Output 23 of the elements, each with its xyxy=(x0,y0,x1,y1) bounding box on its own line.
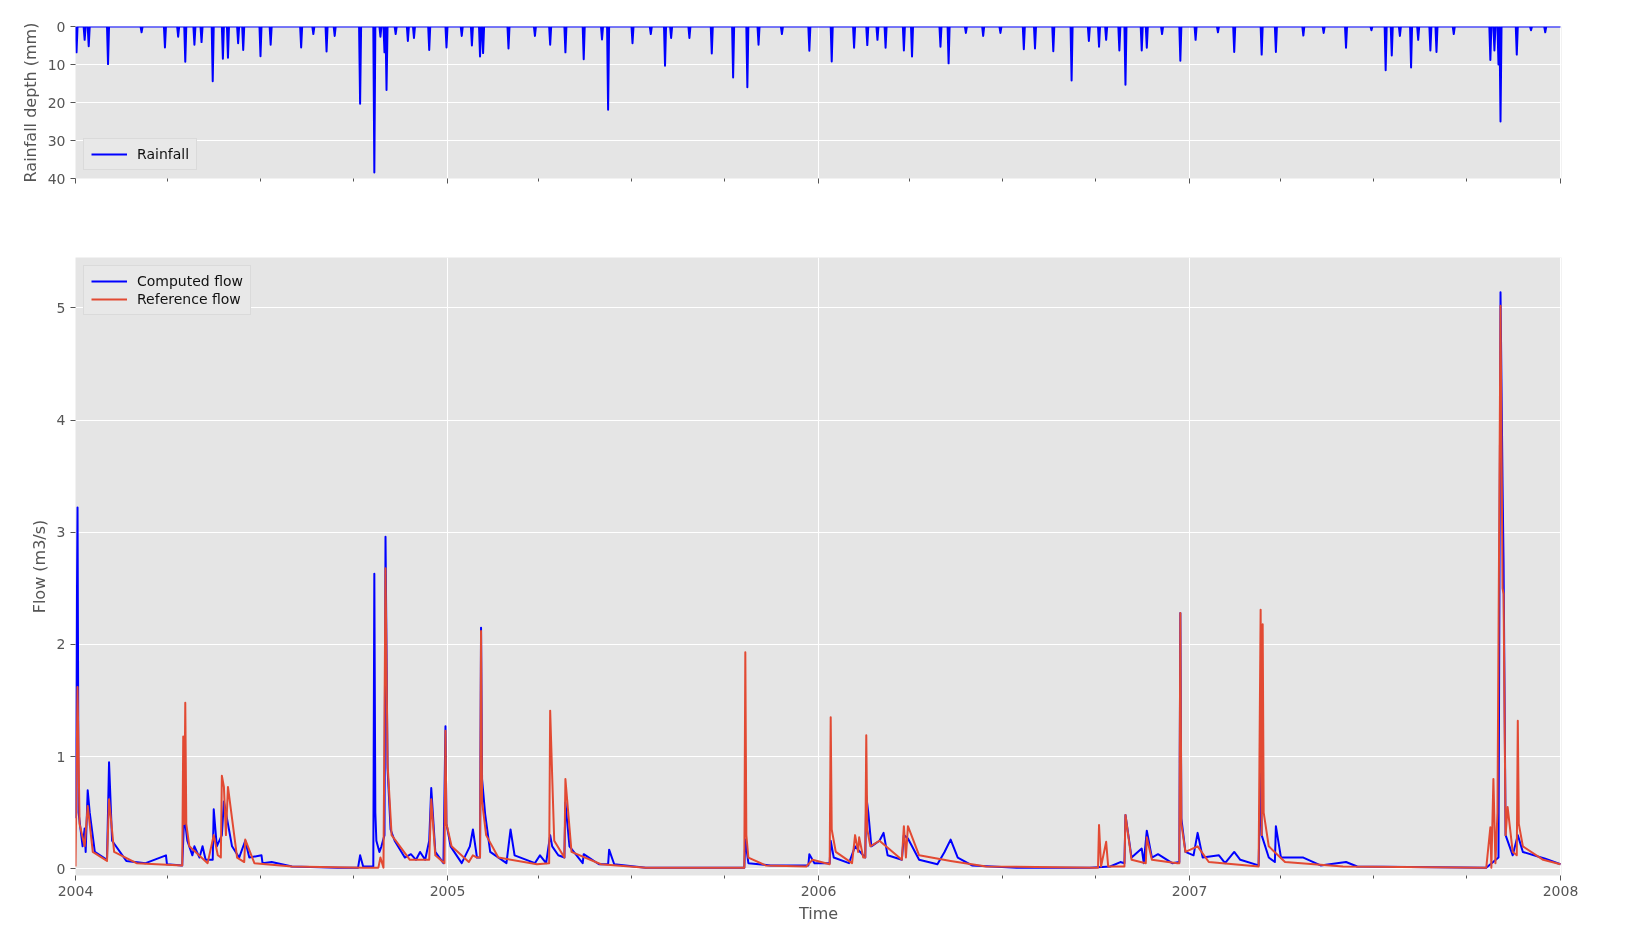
y-axis-title: Rainfall depth (mm) xyxy=(20,22,40,183)
x-tick-label: 2004 xyxy=(57,882,94,899)
y-tick-label: 20 xyxy=(47,94,66,111)
y-tick-label: 2 xyxy=(56,636,66,653)
y-tick-label: 0 xyxy=(56,860,66,877)
y-tick-label: 10 xyxy=(47,56,66,73)
x-axis-title: Time xyxy=(797,903,839,923)
x-tick-label: 2008 xyxy=(1542,882,1579,899)
y-tick-label: 5 xyxy=(56,299,66,316)
x-tick-label: 2005 xyxy=(429,882,466,899)
x-tick-label: 2007 xyxy=(1171,882,1208,899)
x-tick-label: 2006 xyxy=(800,882,837,899)
y-tick-label: 0 xyxy=(56,18,66,35)
legend-label: Reference flow xyxy=(137,291,241,307)
y-tick-label: 4 xyxy=(56,412,66,429)
legend-label: Computed flow xyxy=(137,273,244,289)
y-tick-label: 30 xyxy=(47,132,66,149)
y-tick-label: 1 xyxy=(56,748,66,765)
y-tick-label: 3 xyxy=(56,524,66,541)
y-tick-label: 40 xyxy=(47,170,66,187)
line-series xyxy=(75,26,1562,174)
y-axis-title: Flow (m3/s) xyxy=(29,519,49,614)
legend-label: Rainfall xyxy=(137,146,190,162)
